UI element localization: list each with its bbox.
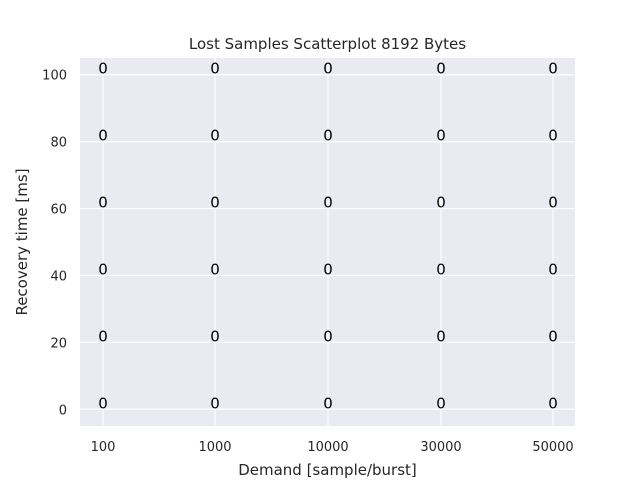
data-point-label: 0 — [98, 194, 108, 212]
y-tick-label: 0 — [59, 403, 67, 418]
y-tick-labels: 0 20 40 60 80 100 — [42, 69, 67, 419]
y-tick-label: 80 — [50, 136, 67, 151]
data-point-label: 0 — [548, 260, 558, 278]
x-tick-label: 50000 — [532, 440, 573, 455]
x-axis-label: Demand [sample/burst] — [238, 461, 417, 479]
chart-title: Lost Samples Scatterplot 8192 Bytes — [189, 35, 466, 53]
x-tick-labels: 100 1000 10000 30000 50000 — [91, 440, 574, 455]
y-tick-label: 40 — [50, 269, 67, 284]
data-point-label: 0 — [436, 327, 446, 345]
data-point-label: 0 — [98, 60, 108, 78]
data-point-label: 0 — [210, 394, 220, 412]
data-point-label: 0 — [436, 194, 446, 212]
point-labels: 0 0 0 0 0 0 0 0 0 0 0 0 0 0 0 0 0 0 0 0 0 0 0 0 0 0 0 0 0 0 — [98, 60, 558, 413]
data-point-label: 0 — [98, 127, 108, 145]
x-tick-label: 100 — [91, 440, 116, 455]
data-point-label: 0 — [436, 260, 446, 278]
data-point-label: 0 — [98, 394, 108, 412]
y-axis-label: Recovery time [ms] — [13, 168, 31, 315]
data-point-label: 0 — [323, 60, 333, 78]
data-point-label: 0 — [98, 260, 108, 278]
grid-lines — [80, 58, 575, 426]
y-tick-label: 100 — [42, 69, 67, 84]
data-point-label: 0 — [323, 194, 333, 212]
data-point-label: 0 — [436, 394, 446, 412]
x-tick-label: 1000 — [198, 440, 231, 455]
data-point-label: 0 — [323, 127, 333, 145]
data-point-label: 0 — [548, 394, 558, 412]
y-tick-label: 20 — [50, 336, 67, 351]
data-point-label: 0 — [323, 327, 333, 345]
data-point-label: 0 — [210, 260, 220, 278]
x-tick-label: 10000 — [307, 440, 348, 455]
data-point-label: 0 — [436, 60, 446, 78]
data-point-label: 0 — [548, 194, 558, 212]
data-point-label: 0 — [436, 127, 446, 145]
data-point-label: 0 — [548, 327, 558, 345]
data-point-label: 0 — [210, 60, 220, 78]
data-point-label: 0 — [98, 327, 108, 345]
data-point-label: 0 — [210, 127, 220, 145]
x-tick-label: 30000 — [420, 440, 461, 455]
data-point-label: 0 — [323, 394, 333, 412]
y-tick-label: 60 — [50, 203, 67, 218]
data-point-label: 0 — [548, 127, 558, 145]
data-point-label: 0 — [210, 327, 220, 345]
data-point-label: 0 — [323, 260, 333, 278]
data-point-label: 0 — [210, 194, 220, 212]
data-point-label: 0 — [548, 60, 558, 78]
